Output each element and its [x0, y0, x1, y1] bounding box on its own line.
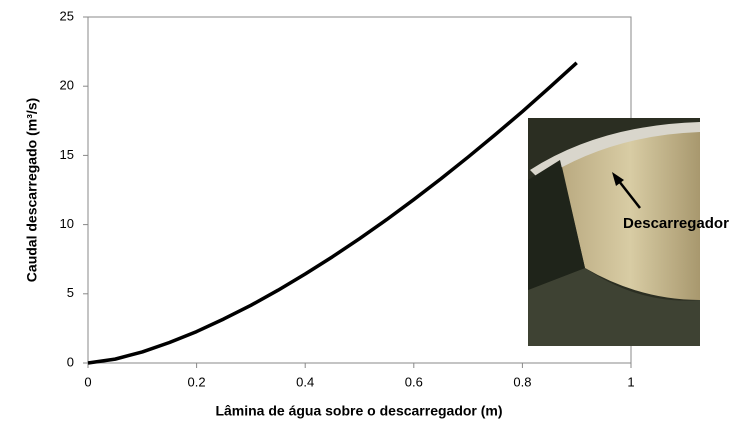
x-tick-label: 0 — [84, 374, 91, 389]
x-tick-label: 0.2 — [188, 374, 206, 389]
y-tick-label: 10 — [60, 216, 74, 231]
y-axis-title: Caudal descarregado (m³/s) — [24, 98, 40, 282]
chart: Lâmina de água sobre o descarregador (m)… — [0, 0, 747, 426]
annotation: Descarregador — [623, 215, 729, 232]
x-tick-label: 0.8 — [513, 374, 531, 389]
x-axis-title: Lâmina de água sobre o descarregador (m) — [215, 403, 502, 419]
x-tick-label: 1 — [627, 374, 634, 389]
y-tick-label: 5 — [67, 285, 74, 300]
x-tick-label: 0.4 — [296, 374, 314, 389]
y-tick-label: 0 — [67, 354, 74, 369]
y-tick-label: 25 — [60, 8, 74, 23]
y-tick-label: 20 — [60, 78, 74, 93]
y-tick-label: 15 — [60, 147, 74, 162]
x-tick-label: 0.6 — [405, 374, 423, 389]
dam-photo — [528, 118, 700, 346]
data-line — [88, 63, 577, 363]
